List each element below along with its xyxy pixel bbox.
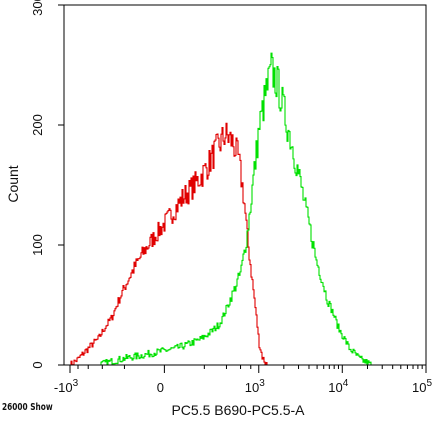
red-histogram-series <box>70 122 268 366</box>
x-axis-title: PC5.5 B690-PC5.5-A <box>171 402 305 418</box>
x-axis-ticks: -103 0 103 104 105 <box>54 365 432 395</box>
x-tick-label: 104 <box>328 378 348 395</box>
x-tick-exponent: 4 <box>343 378 349 389</box>
x-tick-label: -103 <box>54 378 79 395</box>
x-tick-exponent: 3 <box>73 378 79 389</box>
x-tick-exponent: 5 <box>426 378 432 389</box>
y-axis-title: Count <box>5 165 21 202</box>
x-tick-label: 0 <box>157 380 164 395</box>
y-tick-label: 300 <box>30 0 45 16</box>
plot-frame <box>63 4 427 366</box>
y-tick-label: 0 <box>30 361 45 368</box>
x-tick-exponent: 3 <box>259 378 265 389</box>
x-tick-label: 103 <box>245 378 265 395</box>
x-tick-label: 105 <box>412 378 432 395</box>
y-axis-ticks: 0 100 200 300 <box>30 0 64 369</box>
green-histogram-series <box>98 52 372 366</box>
series-layer <box>70 52 372 366</box>
y-tick-label: 200 <box>30 114 45 136</box>
y-axis-title-group: Count <box>5 165 21 202</box>
footer-sample-label: 26000 Show <box>2 402 53 413</box>
y-tick-label: 100 <box>30 234 45 256</box>
